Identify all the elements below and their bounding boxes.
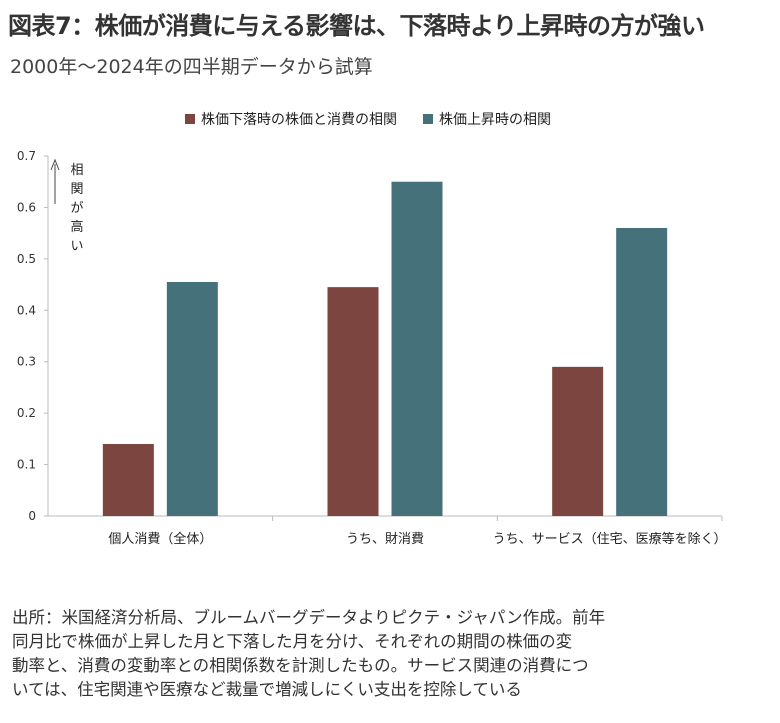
legend-item-up: 株価上昇時の相関	[423, 109, 551, 129]
bar-up	[166, 282, 218, 516]
annotation-char: 関	[70, 182, 83, 197]
legend-label-down: 株価下落時の株価と消費の相関	[201, 112, 397, 128]
x-category-label: 個人消費（全体）	[108, 531, 212, 547]
y-tick-label: 0.7	[17, 149, 36, 163]
note-line: いては、住宅関連や医療など裁量で増減しにくい支出を控除している	[12, 680, 522, 699]
chart-subtitle: 2000年〜2024年の四半期データから試算	[10, 56, 373, 78]
y-tick-label: 0.6	[17, 200, 36, 214]
x-category-label: うち、財消費	[346, 532, 424, 547]
y-tick-label: 0.1	[17, 458, 36, 472]
bar-down	[102, 444, 154, 516]
source-note: 出所：米国経済分析局、ブルームバーグデータよりピクテ・ジャパン作成。前年 同月比…	[12, 606, 772, 702]
y-tick-label: 0.3	[17, 355, 36, 369]
bar-up	[616, 228, 668, 516]
annotation-char: い	[70, 239, 83, 254]
bar-up	[391, 181, 443, 516]
x-category-label: うち、サービス（住宅、医療等を除く）	[493, 531, 727, 547]
y-tick-label: 0.5	[17, 252, 36, 266]
annotation-char: が	[70, 201, 83, 216]
note-line: 動率と、消費の変動率との相関係数を計測したもの。サービス関連の消費につ	[12, 656, 589, 675]
legend-label-up: 株価上昇時の相関	[439, 112, 551, 128]
bar-down	[327, 287, 379, 516]
note-line: 同月比で株価が上昇した月と下落した月を分け、それぞれの期間の株価の変	[12, 632, 573, 651]
annotation-arrow-head	[50, 158, 60, 171]
note-line: 出所：米国経済分析局、ブルームバーグデータよりピクテ・ジャパン作成。前年	[12, 608, 606, 627]
annotation-char: 高	[70, 219, 83, 235]
chart-legend: 株価下落時の株価と消費の相関 株価上昇時の相関	[185, 109, 551, 129]
bar-down	[552, 366, 604, 516]
legend-item-down: 株価下落時の株価と消費の相関	[185, 109, 397, 129]
bar-chart: 0 0.1 0.2 0.3 0.4 0.5 0.6 0.7 個人消費（全体） うち、財消費 うち、サ…	[17, 149, 727, 547]
legend-swatch-up	[423, 114, 433, 124]
chart-title: 図表7：株価が消費に与える影響は、下落時より上昇時の方が強い	[8, 12, 705, 40]
y-tick-label: 0	[28, 509, 36, 523]
legend-swatch-down	[185, 114, 195, 124]
y-tick-label: 0.2	[17, 406, 36, 420]
y-tick-label: 0.4	[17, 303, 36, 317]
annotation-char: 相	[70, 163, 83, 178]
